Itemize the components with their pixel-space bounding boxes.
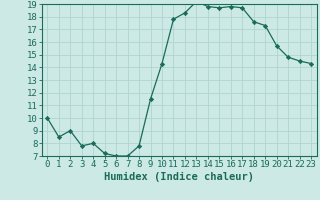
X-axis label: Humidex (Indice chaleur): Humidex (Indice chaleur) xyxy=(104,172,254,182)
